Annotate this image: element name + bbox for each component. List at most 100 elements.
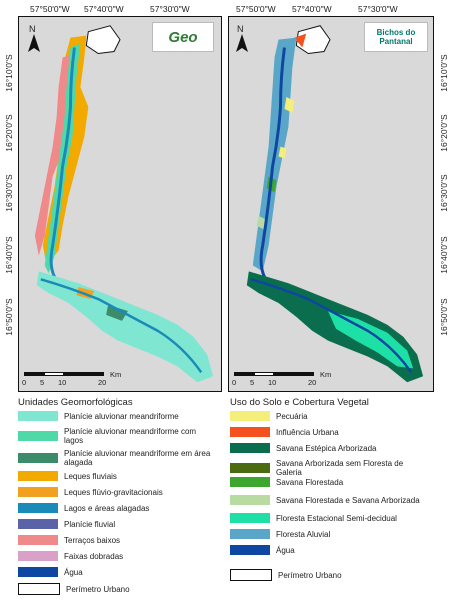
scale-tick-0-r: 0 — [232, 378, 237, 387]
geomorphology-map-shapes — [34, 25, 214, 383]
left-legend-title: Unidades Geomorfológicas — [18, 397, 133, 408]
top-coord-1: 57°50'0"W — [30, 4, 70, 14]
legend-label: Água — [64, 567, 83, 577]
right-coord-4: 16°40'0"S — [439, 236, 449, 274]
legend-swatch — [230, 529, 270, 539]
right-coord-3: 16°30'0"S — [439, 174, 449, 212]
left-coord-2: 16°20'0"S — [4, 114, 14, 152]
legend-swatch — [18, 535, 58, 545]
legend-swatch — [230, 477, 270, 487]
right-coord-1: 16°10'0"S — [439, 54, 449, 92]
legend-label: Savana Florestada — [276, 477, 344, 487]
urban-perimeter-shape — [85, 25, 121, 55]
right-legend-item: Perímetro Urbano — [230, 569, 342, 581]
north-arrow-icon — [28, 34, 40, 52]
legend-swatch — [18, 431, 58, 441]
legend-swatch — [18, 411, 58, 421]
left-legend-item: Leques flúvio-gravitacionais — [18, 487, 163, 497]
north-arrow-icon-r — [236, 34, 248, 52]
left-legend-item: Planície aluvionar meandriforme em área … — [18, 449, 214, 467]
legend-label: Faixas dobradas — [64, 551, 124, 561]
legend-swatch — [18, 583, 60, 595]
legend-swatch — [18, 453, 58, 463]
left-legend-item: Lagos e áreas alagadas — [18, 503, 149, 513]
top-coord-r1: 57°50'0"W — [236, 4, 276, 14]
legend-swatch — [230, 545, 270, 555]
left-legend-item: Água — [18, 567, 83, 577]
legend-swatch — [230, 495, 270, 505]
right-legend-title: Uso do Solo e Cobertura Vegetal — [230, 397, 369, 408]
right-legend-item: Pecuária — [230, 411, 308, 421]
scale-tick-5-r: 5 — [250, 378, 255, 387]
left-legend-item: Planície aluvionar meandriforme com lago… — [18, 427, 214, 445]
legend-label: Leques fluviais — [64, 471, 117, 481]
legend-label: Leques flúvio-gravitacionais — [64, 487, 163, 497]
river-south-shape — [40, 278, 203, 374]
legend-label: Planície aluvionar meandriforme com lago… — [64, 427, 197, 445]
legend-swatch — [18, 567, 58, 577]
scale-tick-20-r: 20 — [308, 378, 317, 387]
legend-label: Floresta Estacional Semi-decidual — [276, 513, 397, 523]
legend-label: Pecuária — [276, 411, 308, 421]
right-legend-item: Savana Florestada e Savana Arborizada — [230, 495, 420, 505]
left-coord-3: 16°30'0"S — [4, 174, 14, 212]
lab-logo-text: Geo — [168, 28, 198, 46]
scale-unit: Km — [110, 370, 122, 379]
right-legend-item: Floresta Aluvial — [230, 529, 330, 539]
right-legend-item: Savana Arborizada sem Floresta de Galeri… — [230, 459, 426, 477]
legend-label: Savana Estépica Arborizada — [276, 443, 377, 453]
bichos-logo-line2: Pantanal — [379, 37, 413, 46]
legend-label: Terraços baixos — [64, 535, 121, 545]
top-coord-r3: 57°30'0"W — [358, 4, 398, 14]
lab-logo: Geo — [152, 22, 214, 52]
scale-tick-5: 5 — [40, 378, 45, 387]
bichos-logo: Bichos do Pantanal — [364, 22, 428, 52]
legend-label: Água — [276, 545, 295, 555]
left-coord-4: 16°40'0"S — [4, 236, 14, 274]
geomorphology-map — [18, 16, 222, 392]
legend-label: Planície aluvionar meandriforme em área … — [64, 449, 211, 467]
urban-influence-shape — [294, 33, 307, 48]
legend-label: Floresta Aluvial — [276, 529, 331, 539]
left-legend-item: Planície aluvionar meandriforme — [18, 411, 179, 421]
land-use-map — [228, 16, 434, 392]
left-coord-1: 16°10'0"S — [4, 54, 14, 92]
legend-label: Planície aluvionar meandriforme — [64, 411, 179, 421]
legend-label: Savana Florestada e Savana Arborizada — [276, 495, 420, 505]
top-coord-3: 57°30'0"W — [150, 4, 190, 14]
scale-tick-10: 10 — [58, 378, 67, 387]
top-coord-2: 57°40'0"W — [84, 4, 124, 14]
legend-swatch — [18, 471, 58, 481]
legend-swatch — [18, 551, 58, 561]
right-legend-item: Floresta Estacional Semi-decidual — [230, 513, 397, 523]
legend-label: Influência Urbana — [276, 427, 339, 437]
scale-bar-left: 0 5 10 20 Km — [22, 370, 144, 390]
scale-unit-r: Km — [320, 370, 332, 379]
left-legend-item: Faixas dobradas — [18, 551, 123, 561]
steppe-savanna-shape — [246, 271, 424, 383]
left-legend-item: Planície fluvial — [18, 519, 115, 529]
urban-perimeter-shape-r — [295, 25, 331, 54]
scale-tick-10-r: 10 — [268, 378, 277, 387]
left-legend-item: Perímetro Urbano — [18, 583, 130, 595]
river-south-shape-r — [250, 278, 413, 374]
bichos-logo-line1: Bichos do — [376, 28, 416, 37]
left-legend-item: Leques fluviais — [18, 471, 117, 481]
right-coord-2: 16°20'0"S — [439, 114, 449, 152]
legend-label: Savana Arborizada sem Floresta de Galeri… — [276, 459, 404, 477]
left-legend-item: Terraços baixos — [18, 535, 120, 545]
river-north-shape — [49, 47, 76, 278]
legend-swatch — [230, 569, 272, 581]
legend-swatch — [230, 463, 270, 473]
legend-swatch — [18, 519, 58, 529]
legend-label: Planície fluvial — [64, 519, 116, 529]
legend-label: Perímetro Urbano — [66, 584, 130, 594]
land-use-map-shapes — [246, 25, 424, 383]
north-label-right: N — [237, 24, 244, 34]
scale-bar-right: 0 5 10 20 Km — [232, 370, 354, 390]
right-coord-5: 16°50'0"S — [439, 298, 449, 336]
legend-swatch — [18, 487, 58, 497]
pasture-shape-2 — [278, 146, 287, 159]
flooded-plain-shape — [106, 305, 128, 321]
seasonal-forest-shape — [328, 310, 414, 369]
